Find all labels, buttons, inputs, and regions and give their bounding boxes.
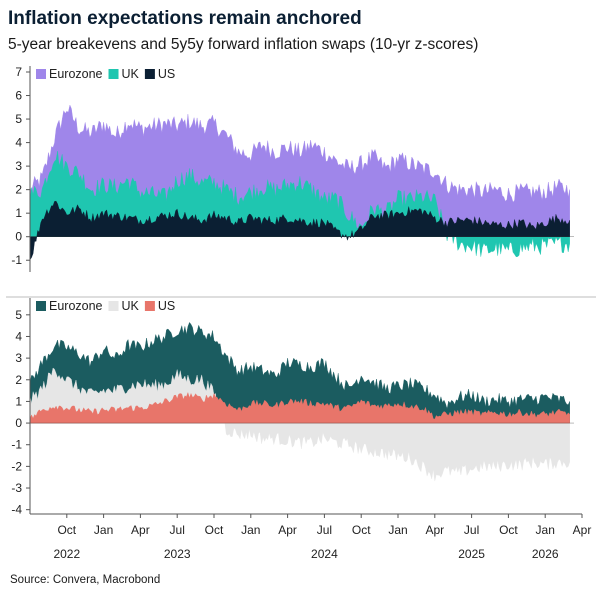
y-tick-label-top: 0 [15,230,22,244]
x-year-label: 2025 [458,547,485,561]
chart-title: Inflation expectations remain anchored [8,8,362,29]
chart-subtitle: 5-year breakevens and 5y5y forward infla… [8,36,479,53]
y-tick-label-bottom: 2 [15,373,22,387]
source-note: Source: Convera, Macrobond [10,574,161,586]
x-year-label: 2024 [311,547,338,561]
x-tick-label: Oct [205,523,224,537]
x-year-label: 2023 [164,547,191,561]
legend-swatch-top [36,69,46,79]
y-tick-label-top: 4 [15,136,22,150]
y-tick-label-top: 1 [15,206,22,220]
x-tick-label: Apr [425,523,444,537]
area-bottom-uk [29,367,570,482]
legend-swatch-bottom [144,301,155,311]
x-tick-label: Jan [241,523,260,537]
y-tick-label-bottom: -3 [11,481,22,495]
y-tick-label-top: 2 [15,183,22,197]
x-tick-label: Apr [573,523,592,537]
x-year-label: 2022 [53,547,80,561]
y-tick-label-bottom: 1 [15,394,22,408]
x-tick-label: Oct [499,523,518,537]
y-tick-label-bottom: -4 [11,503,22,517]
legend-label-bottom: UK [122,299,140,313]
x-tick-label: Jan [536,523,555,537]
x-tick-label: Jul [317,523,332,537]
x-tick-label: Jul [170,523,185,537]
y-tick-label-top: 7 [15,65,22,79]
legend-label-bottom: Eurozone [49,299,103,313]
x-year-label: 2026 [532,547,559,561]
x-tick-label: Oct [57,523,76,537]
y-tick-label-top: 5 [15,112,22,126]
x-tick-label: Jan [388,523,407,537]
x-tick-label: Apr [131,523,150,537]
legend-label-top: US [158,67,175,81]
x-tick-label: Jul [464,523,479,537]
y-tick-label-top: -1 [11,253,22,267]
y-tick-label-bottom: -2 [11,459,22,473]
area-top-us [29,200,570,261]
y-tick-label-top: 3 [15,159,22,173]
legend-label-top: UK [122,67,140,81]
y-tick-label-bottom: 4 [15,329,22,343]
legend-swatch-top [108,69,119,79]
legend-swatch-top [144,69,155,79]
legend-label-top: Eurozone [49,67,103,81]
y-tick-label-bottom: 0 [15,416,22,430]
area-bottom-us [29,391,570,424]
legend-swatch-bottom [108,301,119,311]
y-tick-label-bottom: -1 [11,438,22,452]
x-tick-label: Apr [278,523,297,537]
y-tick-label-bottom: 5 [15,308,22,322]
y-tick-label-bottom: 3 [15,351,22,365]
legend-swatch-bottom [36,301,46,311]
y-tick-label-top: 6 [15,89,22,103]
x-tick-label: Oct [352,523,371,537]
x-tick-label: Jan [94,523,113,537]
legend-label-bottom: US [158,299,175,313]
